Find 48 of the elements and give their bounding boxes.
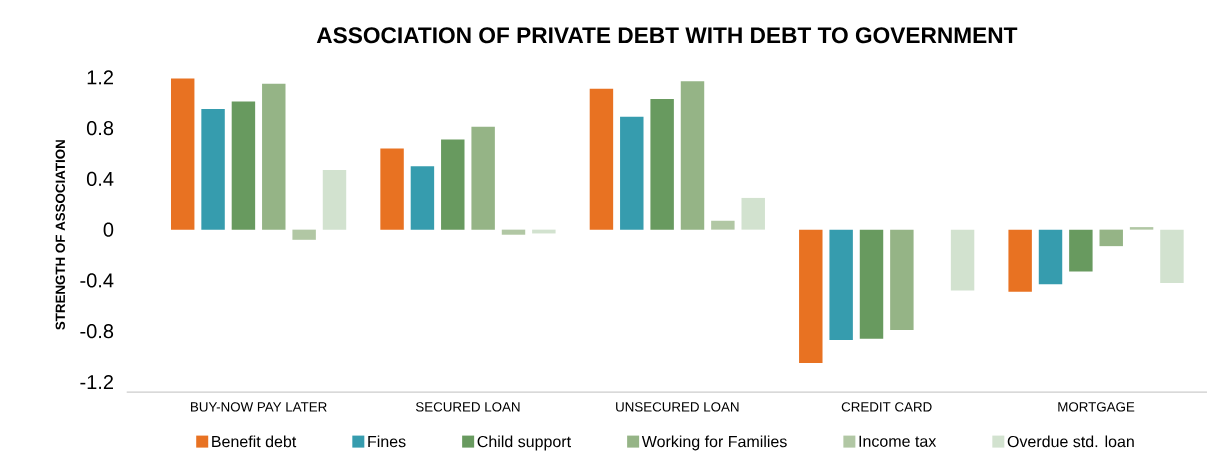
y-tick-label: -0.4 bbox=[80, 273, 114, 288]
x-tick-label: MORTGAGE bbox=[1058, 401, 1135, 412]
bar bbox=[262, 83, 286, 230]
legend-label: Fines bbox=[368, 435, 406, 447]
y-tick-label: -0.8 bbox=[80, 323, 114, 339]
bar bbox=[410, 165, 435, 230]
y-tick-label: 0.4 bbox=[86, 171, 114, 186]
legend-label: Overdue std. loan bbox=[1007, 435, 1134, 447]
bar bbox=[799, 229, 823, 363]
bar bbox=[1160, 229, 1184, 283]
bar bbox=[471, 126, 495, 230]
bar bbox=[231, 101, 256, 230]
y-tick-label: 1.2 bbox=[87, 70, 113, 85]
bar bbox=[711, 220, 735, 230]
bar bbox=[170, 78, 195, 230]
legend-label: Child support bbox=[477, 435, 571, 451]
bar bbox=[741, 197, 765, 230]
bar bbox=[201, 108, 225, 230]
bar bbox=[292, 229, 316, 240]
x-tick-label: CREDIT CARD bbox=[841, 401, 932, 412]
y-tick-label: 0.8 bbox=[86, 120, 114, 135]
x-tick-label: SECURED LOAN bbox=[415, 401, 520, 412]
bar bbox=[322, 169, 347, 230]
bar bbox=[1099, 229, 1123, 246]
bar bbox=[1038, 229, 1063, 284]
y-axis-title: STRENGTH OF ASSOCIATION bbox=[55, 139, 66, 330]
legend-label: Working for Families bbox=[641, 435, 787, 451]
bar bbox=[1069, 229, 1093, 272]
bar bbox=[950, 229, 975, 291]
x-tick-label: BUY-NOW PAY LATER bbox=[191, 401, 327, 412]
bar bbox=[859, 229, 884, 339]
bar bbox=[380, 148, 404, 230]
y-tick-label: 0 bbox=[103, 222, 114, 237]
bar bbox=[1008, 229, 1032, 292]
legend-label: Income tax bbox=[859, 435, 937, 447]
bar bbox=[890, 229, 914, 330]
legend-label: Benefit debt bbox=[212, 435, 297, 447]
bar bbox=[441, 139, 465, 230]
bar bbox=[680, 80, 705, 230]
chart-title: ASSOCIATION OF PRIVATE DEBT WITH DEBT TO GOVERNMENT bbox=[316, 27, 1018, 44]
bar bbox=[620, 116, 644, 230]
bar bbox=[829, 229, 853, 340]
bar bbox=[501, 229, 526, 235]
x-tick-label: UNSECURED LOAN bbox=[616, 401, 739, 412]
y-tick-label: -1.2 bbox=[80, 374, 113, 389]
bar bbox=[589, 88, 614, 230]
bar bbox=[650, 98, 674, 230]
bar bbox=[1129, 226, 1154, 230]
